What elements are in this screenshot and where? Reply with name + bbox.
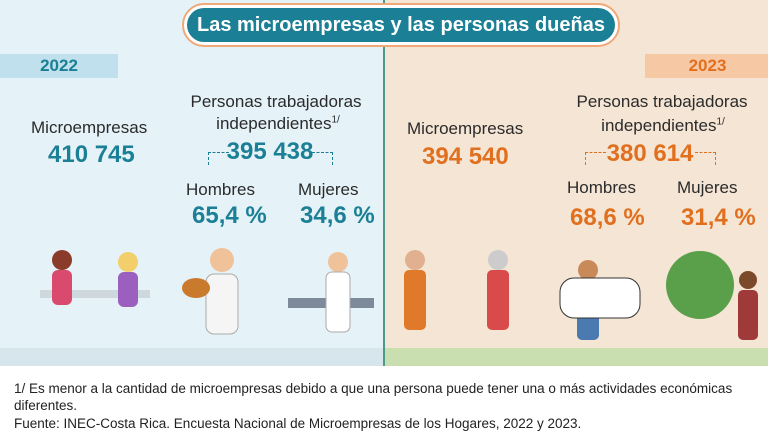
person	[325, 271, 351, 333]
label: Personas trabajadoras	[576, 92, 748, 111]
label: Microempresas	[407, 119, 524, 138]
value: 65,4 %	[192, 202, 267, 229]
table	[40, 290, 150, 298]
bracket	[312, 152, 333, 165]
floor	[0, 348, 383, 366]
ground	[385, 348, 768, 366]
person	[205, 273, 239, 335]
label: Hombres	[186, 180, 255, 199]
person	[578, 260, 598, 280]
cow	[559, 277, 641, 319]
person	[488, 250, 508, 270]
title-frame: Las microempresas y las personas dueñas	[182, 3, 620, 47]
person	[739, 271, 757, 289]
label: Personas trabajadoras	[190, 92, 362, 111]
label: independientes	[216, 114, 332, 133]
year-tag: 2022	[0, 54, 118, 78]
footnote-mark: 1/	[331, 114, 340, 126]
bracket	[695, 152, 716, 165]
person	[328, 252, 348, 272]
bracket	[585, 152, 606, 165]
label: Microempresas	[31, 118, 148, 137]
person	[118, 272, 138, 307]
title: Las microempresas y las personas dueñas	[187, 8, 615, 42]
person	[210, 248, 234, 272]
plant	[666, 251, 734, 319]
label: independientes1/	[601, 116, 725, 136]
person	[487, 270, 509, 330]
source: Fuente: INEC-Costa Rica. Encuesta Nacion…	[14, 416, 582, 431]
person	[738, 290, 758, 340]
label: independientes	[601, 116, 717, 135]
person	[405, 250, 425, 270]
value: 34,6 %	[300, 202, 375, 229]
bracket	[208, 152, 229, 165]
label: Hombres	[567, 178, 636, 197]
value: 394 540	[422, 143, 509, 170]
bread	[182, 278, 210, 298]
value: 395 438	[226, 138, 314, 165]
label: Mujeres	[677, 178, 738, 197]
value: 68,6 %	[570, 204, 645, 231]
value: 410 745	[48, 141, 135, 168]
footnote-mark: 1/	[716, 116, 725, 128]
person	[52, 250, 72, 270]
person	[404, 270, 426, 330]
value: 31,4 %	[681, 204, 756, 231]
label: Mujeres	[298, 180, 359, 199]
illustrations	[0, 248, 768, 366]
footnote: 1/ Es menor a la cantidad de microempres…	[14, 381, 733, 413]
year-tag: 2023	[645, 54, 768, 78]
label: independientes1/	[216, 114, 340, 134]
person	[118, 252, 138, 272]
value: 380 614	[606, 140, 694, 167]
person	[52, 270, 72, 305]
